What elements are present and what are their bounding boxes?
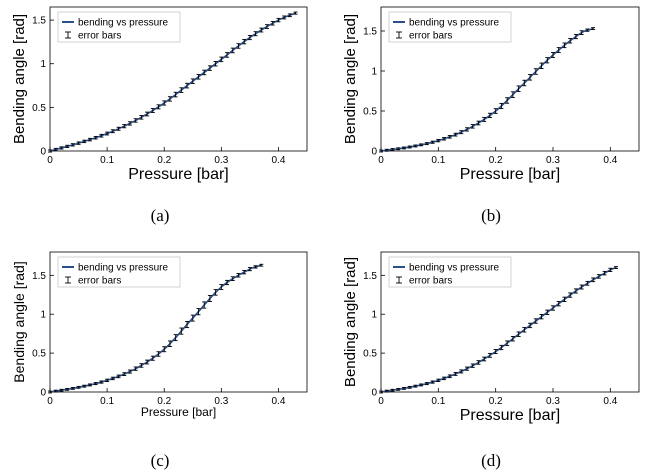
x-tick-label: 0.1 [431, 155, 445, 166]
x-tick-label: 0.4 [271, 155, 285, 166]
x-axis-label: Pressure [bar] [128, 166, 228, 183]
y-tick-label: 1.5 [363, 27, 377, 38]
y-tick-label: 0.5 [32, 103, 46, 114]
y-tick-label: 0.5 [32, 349, 46, 360]
series-line-1 [380, 27, 594, 152]
x-tick-label: 0 [47, 155, 53, 166]
legend-entry-line: bending vs pressure [409, 18, 499, 29]
y-tick-label: 1.5 [32, 271, 46, 282]
y-axis-label: Bending angle [rad] [342, 14, 359, 144]
y-tick-label: 0.5 [363, 107, 377, 118]
y-tick-label: 0 [40, 147, 46, 158]
y-tick-label: 1.5 [32, 16, 46, 27]
x-tick-label: 0 [47, 396, 53, 407]
chart-panel-2: 0 0.1 0.2 0.3 0.4 0 0.5 1 1.5 Pressure [bar] Bendi… [342, 6, 640, 225]
legend-box [388, 256, 512, 288]
x-tick-label: 0.3 [214, 155, 228, 166]
y-tick-label: 1 [40, 59, 46, 70]
legend: bending vs pressure error bars [57, 256, 181, 288]
x-tick-label: 0.3 [546, 155, 560, 166]
chart-panel-1: 0 0.1 0.2 0.3 0.4 0 0.5 1 1.5 Pressure [bar] Bendi… [11, 6, 308, 225]
panel-caption: (d) [481, 451, 501, 470]
legend-entry-line: bending vs pressure [78, 18, 168, 29]
x-tick-label: 0.4 [603, 396, 617, 407]
y-tick-label: 0 [40, 388, 46, 399]
y-tick-label: 0 [371, 147, 377, 158]
y-tick-label: 1 [371, 310, 377, 321]
series-line-1 [380, 266, 617, 393]
legend-entry-errorbars: error bars [409, 276, 452, 287]
y-tick-label: 1 [40, 310, 46, 321]
panel-caption: (a) [151, 206, 170, 225]
x-tick-label: 0 [378, 155, 384, 166]
legend: bending vs pressure error bars [388, 11, 512, 43]
x-tick-label: 0.1 [100, 155, 114, 166]
plot-area [380, 6, 640, 152]
legend-entry-line: bending vs pressure [409, 263, 499, 274]
series-line-1 [49, 12, 296, 152]
y-axis-label: Bending angle [rad] [11, 261, 27, 382]
legend-box [57, 256, 181, 288]
plot-area [49, 6, 308, 152]
chart-panel-3: 0 0.1 0.2 0.3 0.4 0 0.5 1 1.5 Pressure [bar] Bendi… [11, 251, 308, 470]
series-line-1 [49, 264, 262, 393]
legend: bending vs pressure error bars [388, 256, 512, 288]
plot-area [49, 251, 308, 393]
y-axis-label: Bending angle [rad] [342, 257, 359, 387]
x-tick-label: 0.1 [100, 396, 114, 407]
x-tick-label: 0.3 [214, 396, 228, 407]
legend-box [57, 11, 181, 43]
x-tick-label: 0 [378, 396, 384, 407]
legend-box [388, 11, 512, 43]
x-tick-label: 0.2 [489, 155, 503, 166]
plot-area [380, 251, 640, 393]
panel-caption: (b) [481, 206, 501, 225]
y-tick-label: 0 [371, 388, 377, 399]
x-tick-label: 0.2 [157, 155, 171, 166]
x-tick-label: 0.2 [489, 396, 503, 407]
x-tick-label: 0.1 [431, 396, 445, 407]
x-axis-label: Pressure [bar] [460, 166, 560, 183]
y-tick-label: 1.5 [363, 271, 377, 282]
x-tick-label: 0.3 [546, 396, 560, 407]
x-tick-label: 0.4 [271, 396, 285, 407]
legend-entry-line: bending vs pressure [78, 263, 168, 274]
y-tick-label: 0.5 [363, 349, 377, 360]
legend-entry-errorbars: error bars [78, 276, 121, 287]
x-axis-label: Pressure [bar] [141, 405, 216, 419]
x-tick-label: 0.4 [603, 155, 617, 166]
y-axis-label: Bending angle [rad] [11, 14, 28, 144]
x-tick-label: 0.2 [157, 396, 171, 407]
legend: bending vs pressure error bars [57, 11, 181, 43]
legend-entry-errorbars: error bars [78, 31, 121, 42]
x-axis-label: Pressure [bar] [460, 407, 560, 424]
y-tick-label: 1 [371, 67, 377, 78]
legend-entry-errorbars: error bars [409, 31, 452, 42]
chart-panel-4: 0 0.1 0.2 0.3 0.4 0 0.5 1 1.5 Pressure [bar] Bendi… [342, 251, 640, 470]
panel-caption: (c) [151, 451, 170, 470]
